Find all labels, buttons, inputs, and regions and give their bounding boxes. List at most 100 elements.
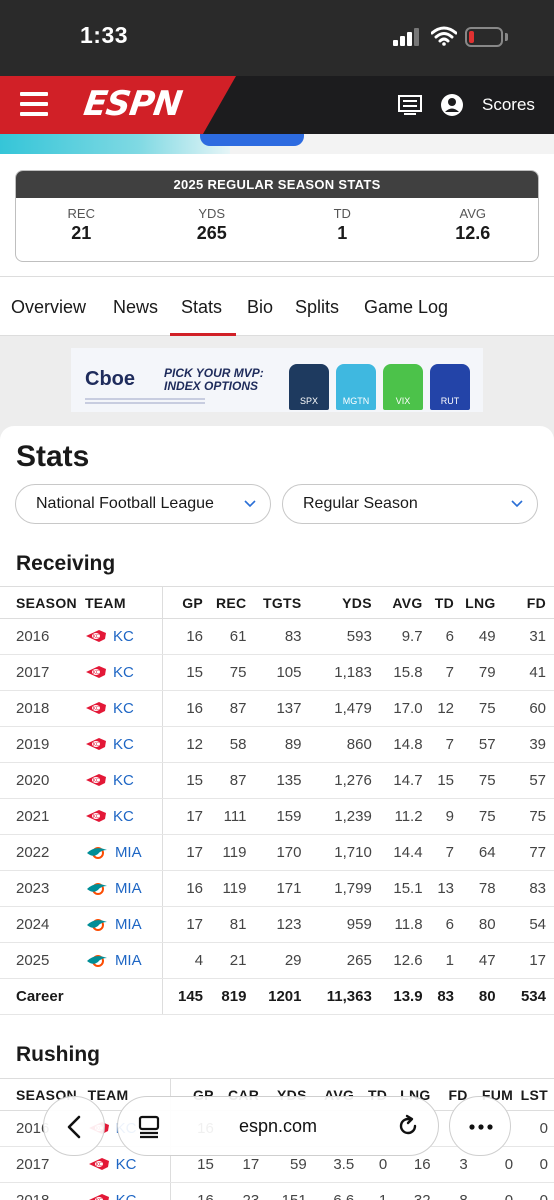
- stat-cell: 6.6: [312, 1182, 361, 1200]
- stat-cell: 81: [209, 906, 253, 943]
- stat-cell: 1: [428, 942, 461, 979]
- user-profile-icon[interactable]: [440, 93, 464, 117]
- column-header[interactable]: AVG: [377, 586, 429, 619]
- stat-cell: 15: [162, 654, 210, 691]
- team-link[interactable]: MIA: [114, 880, 142, 897]
- team-link[interactable]: KC: [116, 1192, 137, 1200]
- stat-cell: 15.1: [377, 870, 429, 907]
- tab-game-log[interactable]: Game Log: [364, 297, 449, 317]
- stat-cell: 9.7: [377, 618, 429, 655]
- team-link[interactable]: KC: [112, 628, 134, 645]
- espn-logo[interactable]: ESPN: [81, 84, 184, 124]
- browser-more-button[interactable]: [449, 1096, 511, 1156]
- column-header[interactable]: LST: [519, 1078, 554, 1111]
- chevron-left-icon: [67, 1115, 81, 1139]
- season-summary-card: 2025 REGULAR SEASON STATS REC 21 YDS 265…: [15, 170, 539, 262]
- receiving-heading: Receiving: [16, 552, 116, 575]
- team-link[interactable]: MIA: [114, 916, 142, 933]
- column-header[interactable]: TEAM: [82, 586, 163, 619]
- stat-cell: 959: [307, 906, 378, 943]
- team-link[interactable]: KC: [112, 808, 134, 825]
- column-header[interactable]: REC: [209, 586, 253, 619]
- stat-cell: 79: [460, 654, 502, 691]
- browser-address-bar[interactable]: espn.com: [117, 1096, 439, 1156]
- column-header[interactable]: FD: [501, 586, 554, 619]
- kc-chiefs-logo-icon: KC: [85, 774, 106, 786]
- table-row: 2019 KC KC 12 58 89 860 14.8 7 57 39: [0, 726, 554, 763]
- stat-cell: 89: [252, 726, 308, 763]
- scores-link[interactable]: Scores: [482, 95, 535, 114]
- status-bar: 1:33: [0, 0, 554, 76]
- stat-cell: 159: [252, 798, 308, 835]
- stat-cell: 6: [428, 906, 461, 943]
- team-link[interactable]: KC: [115, 1156, 137, 1173]
- tab-overview[interactable]: Overview: [11, 297, 87, 317]
- stat-cell: 105: [252, 654, 308, 691]
- stat-cell: 64: [460, 834, 502, 871]
- column-header[interactable]: SEASON: [0, 586, 83, 619]
- league-dropdown[interactable]: National Football League: [15, 484, 271, 524]
- stat-cell: 17.0: [377, 690, 429, 727]
- stat-cell: 8: [436, 1182, 474, 1200]
- column-header[interactable]: LNG: [460, 586, 502, 619]
- ad-jersey-spx: SPX: [289, 364, 329, 410]
- career-stat-cell: 83: [428, 978, 461, 1015]
- stat-cell: 11.2: [377, 798, 429, 835]
- team-link[interactable]: KC: [112, 664, 134, 681]
- summary-yds: YDS 265: [196, 206, 227, 243]
- tab-bio[interactable]: Bio: [247, 297, 274, 317]
- column-header[interactable]: GP: [162, 586, 210, 619]
- tab-splits[interactable]: Splits: [295, 297, 340, 317]
- column-header[interactable]: FD: [436, 1078, 474, 1111]
- reload-icon[interactable]: [396, 1114, 420, 1138]
- season-cell: 2018: [0, 1182, 86, 1200]
- stat-cell: 0: [519, 1110, 554, 1147]
- mia-dolphins-logo-icon: [86, 919, 107, 931]
- stat-cell: 41: [501, 654, 554, 691]
- team-link[interactable]: MIA: [114, 952, 142, 969]
- season-type-dropdown[interactable]: Regular Season: [282, 484, 538, 524]
- stat-cell: 15.8: [377, 654, 429, 691]
- column-header[interactable]: TGTS: [252, 586, 308, 619]
- stat-cell: 1,276: [307, 762, 378, 799]
- url-text[interactable]: espn.com: [238, 1116, 318, 1136]
- kc-chiefs-logo-icon: KC: [85, 738, 106, 750]
- tab-stats[interactable]: Stats: [181, 297, 223, 317]
- scoreboard-icon[interactable]: [398, 95, 422, 115]
- stat-cell: 87: [209, 690, 253, 727]
- advertisement-banner[interactable]: Cboe PICK YOUR MVP: INDEX OPTIONS SPX MG…: [71, 348, 483, 412]
- follow-button[interactable]: [200, 134, 304, 146]
- table-row: 2017 KC KC 15 17 59 3.5 0 16 3 0 0: [0, 1146, 554, 1183]
- tabs-icon[interactable]: [138, 1115, 160, 1139]
- tab-news[interactable]: News: [113, 297, 159, 317]
- stat-cell: 12: [428, 690, 461, 727]
- stat-cell: 75: [460, 762, 502, 799]
- season-cell: 2025: [0, 942, 83, 979]
- menu-icon[interactable]: [20, 90, 48, 118]
- active-tab-indicator: [170, 333, 236, 336]
- stat-cell: 15: [162, 762, 210, 799]
- team-link[interactable]: KC: [112, 772, 134, 789]
- stat-cell: 17: [162, 906, 210, 943]
- stat-cell: 7: [428, 726, 461, 763]
- team-link[interactable]: KC: [112, 736, 134, 753]
- team-cell: KC KC: [82, 690, 163, 727]
- rushing-heading: Rushing: [16, 1043, 100, 1066]
- battery-icon: [465, 27, 503, 47]
- table-row: 2017 KC KC 15 75 105 1,183 15.8 7 79 41: [0, 654, 554, 691]
- stat-cell: 61: [209, 618, 253, 655]
- column-header[interactable]: YDS: [307, 586, 378, 619]
- stat-cell: 170: [252, 834, 308, 871]
- column-header[interactable]: TD: [428, 586, 461, 619]
- svg-text:KC: KC: [95, 1198, 102, 1200]
- stat-cell: 17: [501, 942, 554, 979]
- team-link[interactable]: MIA: [114, 844, 142, 861]
- browser-back-button[interactable]: [43, 1096, 105, 1156]
- career-stat-cell: 11,363: [307, 978, 378, 1015]
- team-link[interactable]: KC: [112, 700, 134, 717]
- column-header[interactable]: SEASON: [0, 1078, 86, 1111]
- stat-cell: 6: [428, 618, 461, 655]
- summary-avg: AVG 12.6: [455, 206, 491, 243]
- svg-text:KC: KC: [93, 742, 100, 748]
- kc-chiefs-logo-icon: KC: [85, 630, 106, 642]
